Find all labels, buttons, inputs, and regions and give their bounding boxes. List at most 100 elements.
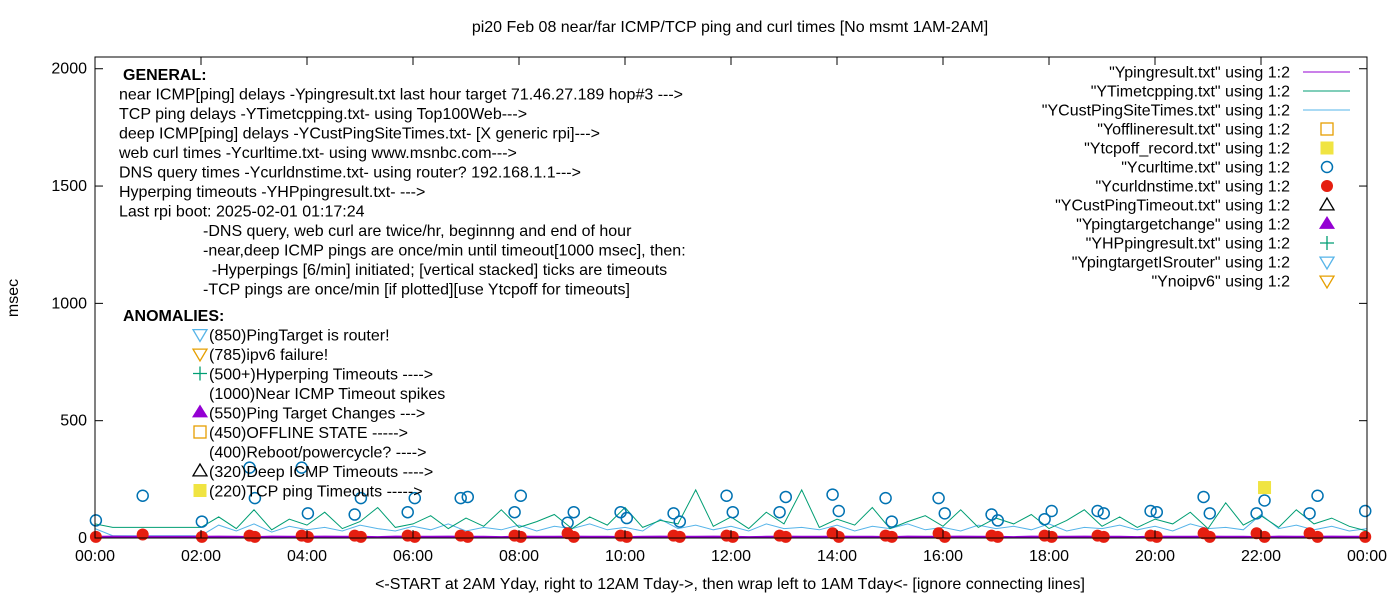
- x-tick-label: 22:00: [1241, 548, 1281, 565]
- circle-marker: [454, 491, 467, 505]
- y-tick-label: 2000: [51, 61, 87, 78]
- circle-marker: [932, 491, 945, 505]
- anomaly-marker: [193, 366, 207, 381]
- circle-marker: [301, 507, 315, 520]
- legend-label: "Ycurltime.txt" using 1:2: [1121, 160, 1290, 177]
- dot-marker: [301, 530, 314, 543]
- dns-time-point: [1311, 530, 1324, 543]
- dot-marker: [1203, 530, 1216, 543]
- legend-marker: [1319, 216, 1335, 229]
- curl-time-point: [195, 515, 209, 528]
- circle-marker: [1250, 507, 1263, 520]
- x-axis-label: <-START at 2AM Yday, right to 12AM Tday-…: [375, 576, 1085, 593]
- dns-time-point: [832, 530, 845, 543]
- note-line: -near,deep ICMP pings are once/min until…: [203, 243, 686, 260]
- circle-marker: [720, 489, 733, 503]
- anomaly-marker: [192, 404, 208, 418]
- circle-marker: [985, 508, 998, 521]
- curl-time-point: [1045, 504, 1058, 518]
- circle-marker: [136, 489, 149, 503]
- series-line-ycustping: [94, 513, 1368, 537]
- circle-marker: [508, 505, 521, 519]
- dot-marker: [1045, 530, 1058, 543]
- anomaly-line: (1000)Near ICMP Timeout spikes: [209, 386, 445, 403]
- legend-label: "Ytcpoff_record.txt" using 1:2: [1084, 141, 1290, 158]
- plus-marker: [1320, 236, 1334, 250]
- dns-time-point: [195, 530, 208, 543]
- curl-time-point: [673, 515, 687, 528]
- curl-time-point: [1097, 507, 1111, 520]
- note-line: -Hyperpings [6/min] initiated; [vertical…: [203, 262, 667, 279]
- dot-marker: [1150, 530, 1163, 543]
- circle-marker: [1258, 494, 1271, 507]
- anomaly-line: (850)PingTarget is router!: [209, 328, 390, 345]
- circle-marker: [561, 516, 574, 529]
- dns-time-point: [1359, 530, 1372, 543]
- legend-label: "YCustPingSiteTimes.txt" using 1:2: [1042, 103, 1290, 120]
- dns-time-point: [461, 530, 474, 543]
- dot-marker: [567, 530, 580, 543]
- circle-marker: [408, 491, 422, 505]
- dns-time-point: [991, 530, 1004, 543]
- legend-marker: [1320, 236, 1334, 250]
- square-marker: [1320, 122, 1334, 136]
- dot-marker: [620, 530, 633, 543]
- circle-marker: [620, 511, 634, 525]
- note-line: -TCP pings are once/min [if plotted][use…: [203, 282, 630, 299]
- curl-time-point: [1197, 490, 1210, 504]
- curl-time-point: [89, 514, 103, 527]
- curl-time-point: [348, 508, 361, 521]
- anomaly-line: (785)ipv6 failure!: [209, 347, 328, 364]
- curl-time-point: [1358, 504, 1372, 518]
- square-marker: [193, 425, 207, 439]
- general-line: near ICMP[ping] delays -Ypingresult.txt …: [119, 87, 683, 104]
- circle-marker: [514, 489, 528, 503]
- dns-time-point: [1258, 530, 1271, 543]
- circle-marker: [401, 505, 414, 519]
- x-tick-label: 08:00: [499, 548, 539, 565]
- legend-marker: [1321, 180, 1333, 192]
- circle-marker: [779, 490, 793, 504]
- dot-marker: [136, 528, 149, 541]
- curl-time-point: [354, 491, 368, 505]
- dns-time-point: [301, 530, 314, 543]
- circle-marker: [1091, 504, 1104, 518]
- anomaly-line: (320)Deep ICMP Timeouts ---->: [209, 464, 433, 481]
- triangle-down-marker: [1318, 275, 1336, 290]
- curl-time-point: [408, 491, 422, 505]
- circle-marker: [1303, 507, 1316, 520]
- x-tick-label: 16:00: [923, 548, 963, 565]
- curl-time-point: [985, 508, 998, 521]
- curl-time-point: [1144, 504, 1157, 518]
- curl-time-point: [773, 505, 786, 519]
- x-tick-label: 00:00: [1347, 548, 1387, 565]
- anomaly-marker: [193, 484, 207, 497]
- anomalies-annotations: ANOMALIES: (850)PingTarget is router! (78…: [123, 308, 445, 501]
- curl-time-point: [1150, 505, 1164, 519]
- general-line: web curl times -Ycurltime.txt- using www…: [118, 145, 517, 162]
- general-line: deep ICMP[ping] delays -YCustPingSiteTim…: [119, 126, 600, 143]
- dns-time-point: [620, 530, 633, 543]
- dot-marker: [1321, 180, 1333, 192]
- curl-time-point: [401, 505, 414, 519]
- circle-marker: [938, 507, 952, 520]
- general-line: Last rpi boot: 2025-02-01 01:17:24: [119, 204, 365, 221]
- dns-time-point: [567, 530, 580, 543]
- dns-time-point: [779, 530, 792, 543]
- square-marker: [1258, 481, 1272, 495]
- dot-marker: [354, 530, 367, 543]
- general-heading: GENERAL:: [123, 67, 207, 84]
- legend-label: "YpingtargetISrouter" using 1:2: [1072, 255, 1290, 272]
- curl-time-point: [454, 491, 467, 505]
- circle-marker: [1038, 512, 1051, 526]
- square-marker: [193, 484, 207, 497]
- square-marker: [1320, 141, 1334, 155]
- dns-time-point: [136, 528, 149, 541]
- x-tick-label: 10:00: [605, 548, 645, 565]
- axes: 0 500 1000 1500 2000 00:00 02:00 04:00 06:00 08:0…: [51, 57, 1387, 565]
- dns-time-point: [726, 530, 739, 543]
- circle-marker: [243, 461, 256, 474]
- dns-time-point: [938, 530, 951, 543]
- dot-marker: [89, 530, 102, 543]
- dot-marker: [991, 530, 1004, 543]
